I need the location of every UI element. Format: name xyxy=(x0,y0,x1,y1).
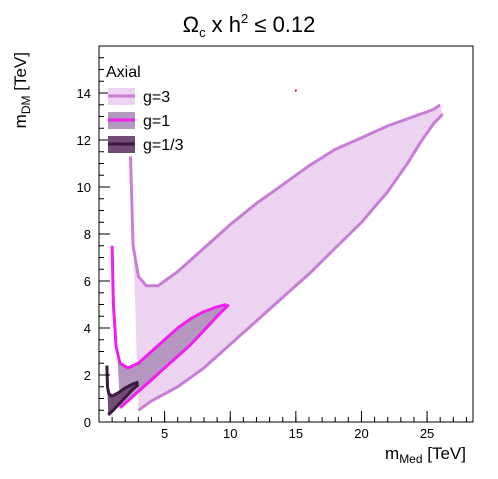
legend-entry-label: g=1 xyxy=(143,113,170,130)
legend: Axial g=3 g=1 g=1/3 xyxy=(106,64,184,154)
y-axis-title-sub: DM xyxy=(19,95,33,114)
legend-entry-label: g=3 xyxy=(143,89,170,106)
y-tick-label: 12 xyxy=(77,133,91,148)
series-upper-line-g-1-3 xyxy=(105,365,139,398)
x-axis-title: mMed [TeV] xyxy=(385,444,466,466)
annotation-layer xyxy=(294,89,297,92)
chart-title-tail: ≤ 0.12 xyxy=(248,12,315,37)
y-tick-label: 0 xyxy=(84,415,91,430)
y-tick-label: 6 xyxy=(84,274,91,289)
series-fill-g-1 xyxy=(112,245,229,408)
chart-title-sup: 2 xyxy=(241,11,248,26)
y-tick-label: 14 xyxy=(77,86,91,101)
legend-title: Axial xyxy=(106,64,141,81)
x-tick-label: 25 xyxy=(420,426,434,441)
y-tick-label: 2 xyxy=(84,368,91,383)
chart-title-main: Ω xyxy=(183,12,199,37)
series-lower-line-g-1 xyxy=(119,303,230,410)
y-axis-title-unit: [TeV] xyxy=(11,52,30,95)
series-line-layer xyxy=(105,103,444,417)
y-axis-title-main: m xyxy=(11,114,30,128)
x-tick-label: 10 xyxy=(223,426,237,441)
y-axis-title: mDM [TeV] xyxy=(11,52,33,128)
x-tick-label: 5 xyxy=(161,426,168,441)
chart-title: Ωc x h2 ≤ 0.12 xyxy=(183,11,316,40)
ticks: 5 10 15 20 25 0 2 4 6 8 10 12 14 xyxy=(77,57,467,441)
series-lower-line-g-1-3 xyxy=(107,383,140,417)
series-upper-line-g-3 xyxy=(129,103,442,288)
series-fill-g-3 xyxy=(130,104,443,411)
y-tick-label: 4 xyxy=(84,321,91,336)
x-axis-title-sub: Med xyxy=(399,452,422,466)
chart-title-sub: c xyxy=(199,25,206,40)
x-axis-title-unit: [TeV] xyxy=(423,444,466,463)
y-tick-label: 8 xyxy=(84,227,91,242)
series-upper-line-g-1 xyxy=(110,245,227,370)
chart-title-mid: x h xyxy=(206,12,241,37)
x-axis-title-main: m xyxy=(385,444,399,463)
x-tick-label: 20 xyxy=(354,426,368,441)
legend-entries: g=3 g=1 g=1/3 xyxy=(108,88,184,154)
x-tick-label: 15 xyxy=(289,426,303,441)
series-lower-line-g-3 xyxy=(137,113,444,412)
y-tick-label: 10 xyxy=(77,180,91,195)
annotation-dot-0 xyxy=(294,89,297,92)
legend-entry-label: g=1/3 xyxy=(143,137,184,154)
